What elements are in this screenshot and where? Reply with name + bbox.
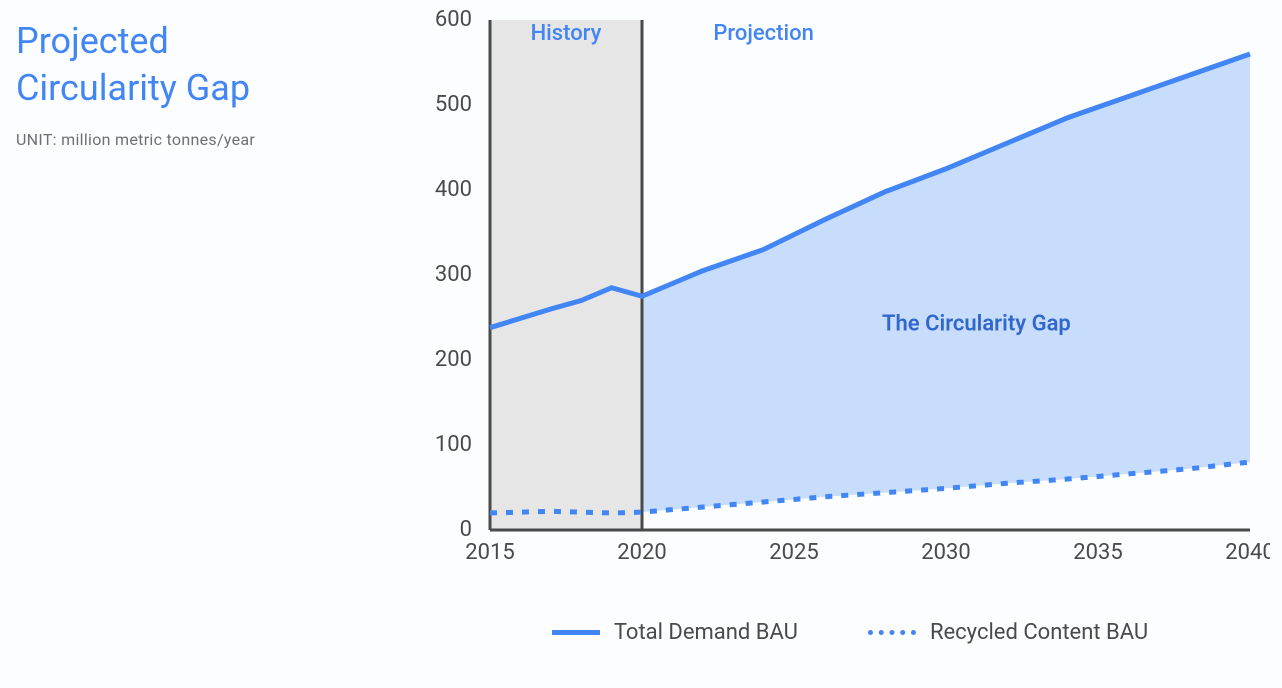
legend-item-recycled-content: Recycled Content BAU	[868, 620, 1148, 645]
svg-text:2015: 2015	[465, 540, 514, 565]
svg-text:600: 600	[435, 10, 472, 32]
title-block: Projected Circularity Gap UNIT: million …	[16, 18, 255, 149]
legend-label-recycled-content: Recycled Content BAU	[930, 620, 1148, 645]
unit-line: UNIT: million metric tonnes/year	[16, 130, 255, 149]
legend-item-total-demand: Total Demand BAU	[552, 620, 798, 645]
svg-text:2025: 2025	[769, 540, 818, 565]
svg-text:300: 300	[435, 262, 472, 287]
svg-text:The Circularity Gap: The Circularity Gap	[882, 311, 1071, 336]
legend-label-total-demand: Total Demand BAU	[614, 620, 798, 645]
page-title-line1: Projected	[16, 18, 255, 65]
svg-text:100: 100	[435, 432, 472, 457]
legend: Total Demand BAU Recycled Content BAU	[450, 620, 1250, 645]
svg-text:Projection: Projection	[713, 21, 813, 46]
svg-text:2040: 2040	[1225, 540, 1270, 565]
svg-text:400: 400	[435, 177, 472, 202]
svg-text:2030: 2030	[921, 540, 970, 565]
unit-value: million metric tonnes/year	[61, 130, 255, 149]
legend-swatch-recycled-content	[868, 630, 916, 635]
chart-container: 0 100 200 300 400 500 600 2015 2020 2025 2030 2035 2…	[410, 10, 1270, 670]
circularity-gap-chart: 0 100 200 300 400 500 600 2015 2020 2025 2030 2035 2…	[410, 10, 1270, 610]
svg-text:200: 200	[435, 347, 472, 372]
svg-text:2035: 2035	[1073, 540, 1122, 565]
svg-text:500: 500	[435, 92, 472, 117]
svg-text:2020: 2020	[617, 540, 666, 565]
svg-text:0: 0	[460, 517, 472, 542]
svg-text:History: History	[531, 21, 602, 46]
legend-swatch-total-demand	[552, 630, 600, 635]
page-title-line2: Circularity Gap	[16, 65, 255, 112]
unit-prefix: UNIT:	[16, 130, 57, 149]
